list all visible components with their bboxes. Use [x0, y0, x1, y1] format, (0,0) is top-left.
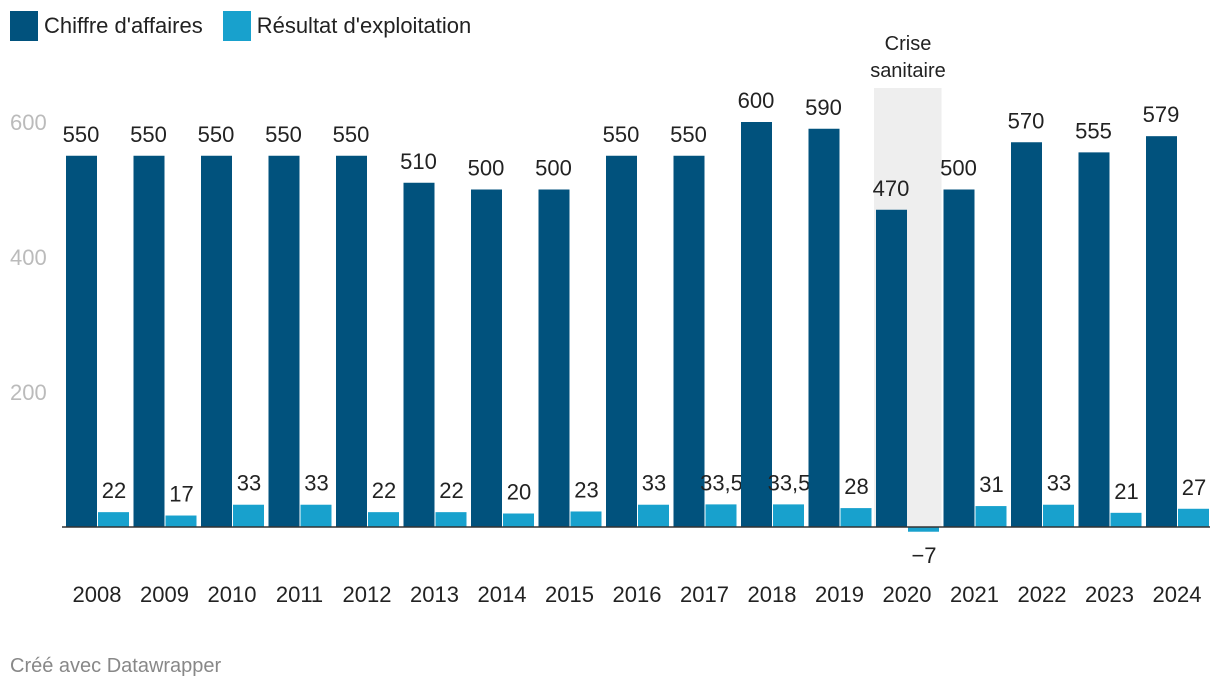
data-label-revenue-2013: 510 — [400, 149, 437, 174]
bar-ebit-2023 — [1110, 512, 1142, 527]
data-label-ebit-2019: 28 — [844, 474, 868, 499]
data-label-revenue-2012: 550 — [333, 122, 370, 147]
data-label-ebit-2022: 33 — [1047, 471, 1071, 496]
bar-revenue-2018 — [741, 122, 772, 527]
annotation-text-line2: sanitaire — [870, 60, 946, 82]
y-tick-label: 600 — [10, 110, 47, 135]
data-label-revenue-2014: 500 — [468, 156, 505, 181]
x-tick-label-2010: 2010 — [208, 582, 257, 607]
y-tick-label: 400 — [10, 245, 47, 270]
data-label-revenue-2018: 600 — [738, 88, 775, 113]
bar-ebit-2015 — [570, 511, 602, 527]
bar-ebit-2022 — [1043, 504, 1074, 527]
bar-ebit-2018 — [773, 504, 804, 527]
x-tick-label-2024: 2024 — [1153, 582, 1202, 607]
data-label-revenue-2010: 550 — [198, 122, 235, 147]
footer-credit: Créé avec Datawrapper — [10, 655, 222, 677]
data-label-ebit-2015: 23 — [574, 477, 598, 502]
bar-revenue-2011 — [268, 155, 300, 527]
data-label-ebit-2023: 21 — [1114, 479, 1138, 504]
data-label-ebit-2008: 22 — [102, 478, 126, 503]
data-label-revenue-2021: 500 — [940, 156, 977, 181]
bar-revenue-2009 — [133, 155, 165, 527]
x-tick-label-2013: 2013 — [410, 582, 459, 607]
x-tick-label-2017: 2017 — [680, 582, 729, 607]
data-label-revenue-2017: 550 — [670, 122, 707, 147]
x-tick-label-2008: 2008 — [73, 582, 122, 607]
x-tick-label-2009: 2009 — [140, 582, 189, 607]
bar-ebit-2009 — [165, 515, 197, 527]
x-tick-label-2015: 2015 — [545, 582, 594, 607]
bar-revenue-2017 — [673, 155, 705, 527]
bar-revenue-2019 — [808, 128, 840, 527]
bar-ebit-2017 — [705, 504, 737, 527]
legend-label-ebit: Résultat d'exploitation — [256, 13, 472, 38]
data-label-revenue-2011: 550 — [265, 122, 302, 147]
bar-ebit-2016 — [638, 504, 669, 527]
bar-ebit-2024 — [1178, 508, 1209, 527]
data-label-ebit-2011: 33 — [304, 471, 328, 496]
data-label-revenue-2016: 550 — [603, 122, 640, 147]
bar-ebit-2013 — [435, 512, 467, 527]
legend-label-revenue: Chiffre d'affaires — [44, 13, 203, 38]
bar-revenue-2012 — [336, 155, 367, 527]
bar-ebit-2010 — [233, 504, 264, 527]
x-tick-label-2018: 2018 — [748, 582, 797, 607]
data-label-revenue-2024: 579 — [1143, 102, 1180, 127]
data-label-ebit-2013: 22 — [439, 478, 463, 503]
bar-ebit-2021 — [975, 506, 1007, 527]
data-label-ebit-2010: 33 — [237, 471, 261, 496]
data-label-ebit-2012: 22 — [372, 478, 396, 503]
data-label-ebit-2009: 17 — [169, 482, 193, 507]
bar-ebit-2011 — [300, 504, 332, 527]
data-label-ebit-2016: 33 — [642, 471, 666, 496]
data-label-ebit-2014: 20 — [507, 480, 531, 505]
data-label-revenue-2022: 570 — [1008, 108, 1045, 133]
data-label-ebit-2018: 33,5 — [768, 470, 811, 495]
bar-revenue-2021 — [943, 189, 975, 527]
bar-ebit-2008 — [98, 512, 129, 527]
data-label-ebit-2021: 31 — [979, 472, 1003, 497]
legend-item-ebit: Résultat d'exploitation — [222, 11, 472, 41]
bar-revenue-2010 — [201, 155, 232, 527]
data-label-ebit-2020: −7 — [911, 543, 936, 568]
data-label-revenue-2008: 550 — [63, 122, 100, 147]
bar-ebit-2012 — [368, 512, 399, 527]
bar-ebit-2014 — [503, 513, 534, 527]
x-tick-label-2014: 2014 — [478, 582, 527, 607]
data-label-ebit-2024: 27 — [1182, 475, 1206, 500]
bar-revenue-2008 — [66, 155, 97, 527]
bar-ebit-2020 — [908, 527, 939, 532]
x-tick-label-2023: 2023 — [1085, 582, 1134, 607]
annotation-text-line1: Crise — [885, 33, 932, 55]
bar-revenue-2024 — [1146, 136, 1177, 528]
legend-swatch-revenue — [10, 11, 38, 41]
bar-revenue-2023 — [1078, 152, 1110, 527]
legend-item-revenue: Chiffre d'affaires — [10, 11, 203, 41]
legend: Chiffre d'affaires Résultat d'exploitati… — [10, 11, 491, 41]
legend-swatch-ebit — [222, 11, 251, 41]
bar-revenue-2013 — [403, 182, 435, 527]
x-tick-label-2020: 2020 — [883, 582, 932, 607]
data-label-revenue-2015: 500 — [535, 156, 572, 181]
x-tick-label-2012: 2012 — [343, 582, 392, 607]
bar-ebit-2019 — [840, 508, 872, 527]
x-tick-label-2021: 2021 — [950, 582, 999, 607]
bar-revenue-2014 — [471, 189, 502, 527]
data-label-revenue-2019: 590 — [805, 95, 842, 120]
bar-revenue-2022 — [1011, 142, 1042, 527]
x-tick-label-2022: 2022 — [1018, 582, 1067, 607]
x-tick-label-2016: 2016 — [613, 582, 662, 607]
data-label-revenue-2009: 550 — [130, 122, 167, 147]
bar-revenue-2016 — [606, 155, 637, 527]
x-tick-label-2011: 2011 — [276, 582, 323, 607]
x-tick-label-2019: 2019 — [815, 582, 864, 607]
bar-revenue-2020 — [876, 209, 907, 527]
data-label-revenue-2023: 555 — [1075, 118, 1112, 143]
y-tick-label: 200 — [10, 380, 47, 405]
data-label-revenue-2020: 470 — [873, 176, 910, 201]
data-label-ebit-2017: 33,5 — [700, 470, 743, 495]
bar-revenue-2015 — [538, 189, 570, 527]
